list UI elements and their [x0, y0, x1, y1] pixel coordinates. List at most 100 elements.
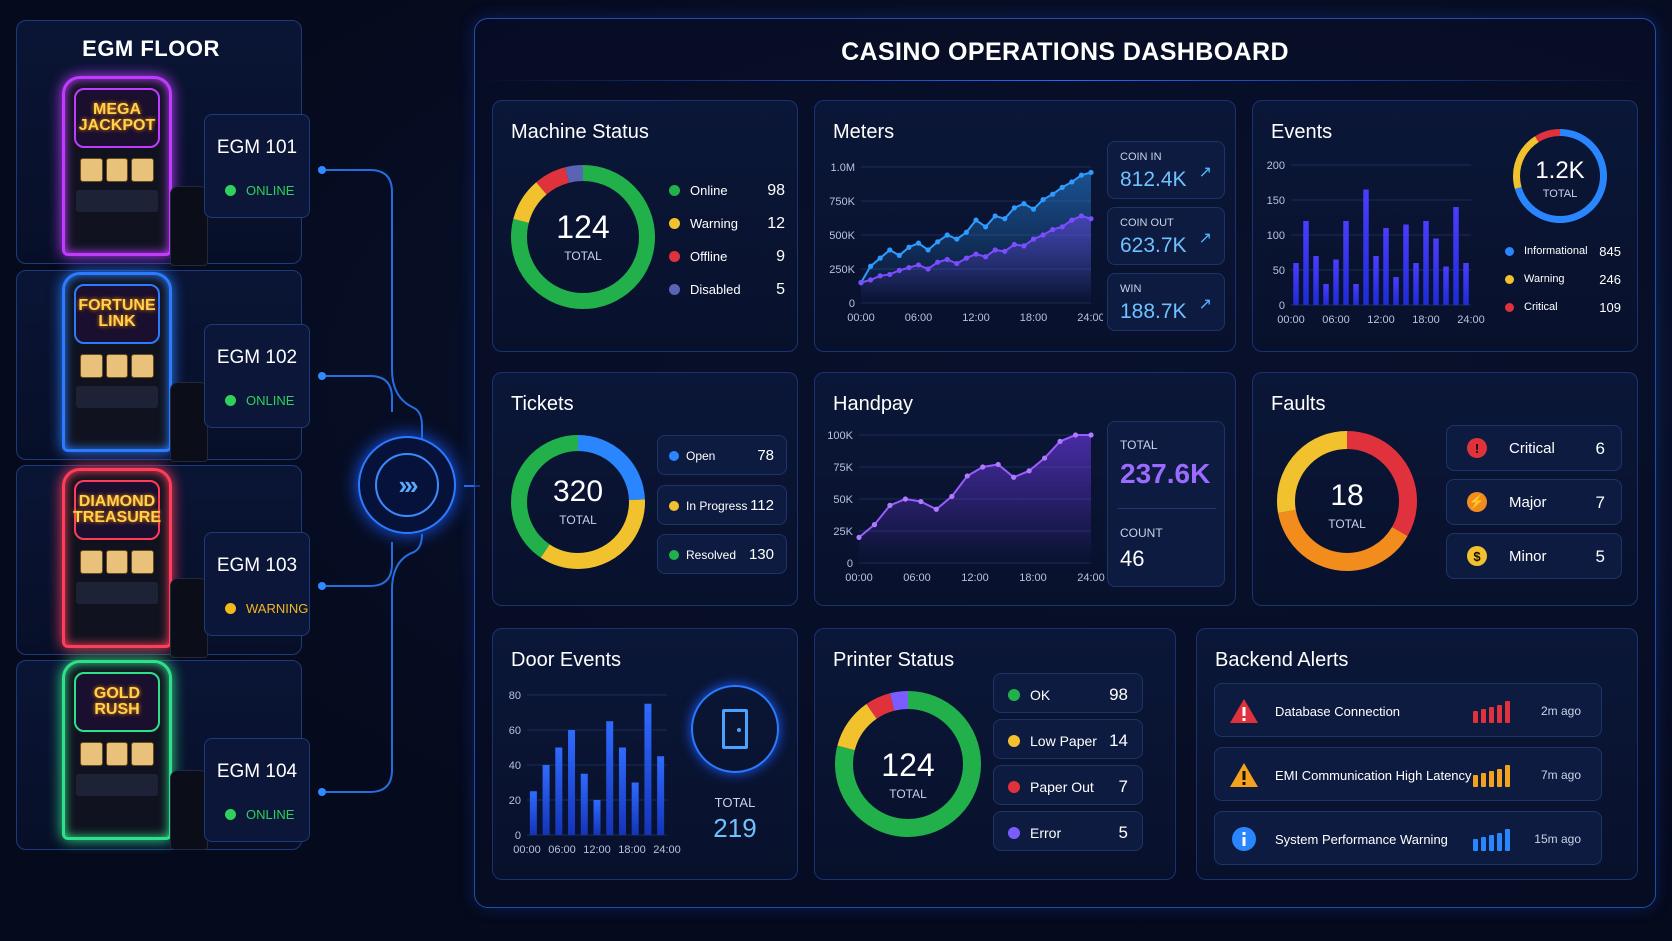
- alert-label: Database Connection: [1275, 704, 1401, 719]
- data-point: [1011, 241, 1017, 248]
- events-card[interactable]: Events 0 50 100 150 200 00:00 06:00 12:00 18:00 2…: [1252, 100, 1638, 352]
- data-point: [1002, 248, 1008, 254]
- data-point: [1078, 213, 1085, 219]
- legend-label: Informational: [1524, 245, 1588, 257]
- trend-up-icon: ↗: [1198, 230, 1212, 247]
- meter-coin-out[interactable]: COIN OUT 623.7K ↗: [1107, 207, 1225, 265]
- data-point: [1040, 232, 1046, 238]
- pill-label: In Progress: [686, 499, 748, 513]
- alert-time: 2m ago: [1540, 704, 1581, 718]
- alert-row[interactable]: System Performance Warning 15m ago: [1214, 811, 1602, 865]
- connector-lines: [318, 166, 480, 796]
- data-point: [1059, 224, 1065, 230]
- data-point: [858, 280, 864, 286]
- ticket-resolved[interactable]: Resolved 130: [657, 534, 787, 574]
- slot-machine-image-104: GOLD RUSH: [48, 650, 208, 850]
- row-value: 98: [1109, 685, 1128, 704]
- bar: [644, 703, 652, 835]
- x-tick-label: 06:00: [1322, 314, 1350, 326]
- data-point: [944, 256, 950, 263]
- tickets-card[interactable]: Tickets 320 TOTAL Open 78 In Progress 112 …: [492, 372, 798, 606]
- severity-bar: [1497, 833, 1502, 851]
- data-point: [1040, 197, 1046, 203]
- faults-card[interactable]: Faults 18 TOTAL ! Critical 6 ⚡ Major 7 $ Mino…: [1252, 372, 1638, 606]
- printer-paper-out[interactable]: Paper Out 7: [993, 765, 1143, 805]
- tickets-donut: [511, 435, 645, 569]
- egm-name: EGM 103: [216, 555, 298, 576]
- dollar-circle-icon: $: [1467, 546, 1487, 566]
- legend-dot: [1008, 781, 1020, 793]
- egm-card-104[interactable]: EGM 104 ONLINE: [204, 738, 310, 842]
- legend-dot: [669, 550, 679, 560]
- alert-label: System Performance Warning: [1275, 832, 1448, 847]
- ticket-open[interactable]: Open 78: [657, 435, 787, 475]
- printer-status-card[interactable]: Printer Status 124 TOTAL OK 98 Low Paper 1…: [814, 628, 1176, 880]
- fault-critical[interactable]: ! Critical 6: [1446, 425, 1622, 471]
- meters-card[interactable]: Meters 0 250K 500K 750K 1.0M 00:00 06:00 12:00 1…: [814, 100, 1236, 352]
- printer-error[interactable]: Error 5: [993, 811, 1143, 851]
- data-point: [887, 271, 893, 278]
- data-point: [980, 464, 986, 470]
- x-tick-label: 12:00: [583, 844, 611, 856]
- info-circle-icon: [1232, 827, 1256, 851]
- door-events-card[interactable]: Door Events 0 20 40 60 80 00:00 06:00 12:00 18:0…: [492, 628, 798, 880]
- data-point: [1072, 432, 1079, 438]
- meter-coin-in[interactable]: COIN IN 812.4K ↗: [1107, 141, 1225, 199]
- data-point: [1050, 191, 1056, 197]
- y-tick-label: 20: [509, 795, 521, 807]
- x-tick-label: 06:00: [903, 572, 931, 584]
- fault-minor[interactable]: $ Minor 5: [1446, 533, 1622, 579]
- handpay-card[interactable]: Handpay 0 25K 50K 75K 100K 00:00 06:00 12:00 18:…: [814, 372, 1236, 606]
- egm-card-102[interactable]: EGM 102 ONLINE: [204, 324, 310, 428]
- row-value: 5: [1118, 823, 1128, 842]
- egm-card-103[interactable]: EGM 103 WARNING: [204, 532, 310, 636]
- row-value: 7: [1118, 777, 1128, 796]
- bar: [1333, 259, 1339, 305]
- severity-bars: [1473, 829, 1510, 851]
- data-point: [1059, 184, 1065, 190]
- egm-card-101[interactable]: EGM 101 ONLINE: [204, 114, 310, 218]
- y-tick-label: 750K: [829, 196, 855, 208]
- row-label: OK: [1030, 687, 1051, 703]
- data-point: [1069, 179, 1075, 185]
- handpay-count: 46: [1120, 546, 1145, 571]
- row-label: Error: [1030, 825, 1062, 841]
- donut-segment: [1277, 431, 1417, 571]
- meter-label: WIN: [1120, 283, 1142, 295]
- legend-dot: [669, 251, 680, 262]
- data-point: [887, 247, 893, 253]
- donut-total: 320: [552, 475, 604, 508]
- legend-label: Warning: [690, 216, 738, 231]
- printer-ok[interactable]: OK 98: [993, 673, 1143, 713]
- machine-status-card[interactable]: Machine Status 124 TOTAL Online 98 Warnin…: [492, 100, 798, 352]
- fault-major[interactable]: ⚡ Major 7: [1446, 479, 1622, 525]
- alert-row[interactable]: EMI Communication High Latency 7m ago: [1214, 747, 1602, 801]
- data-point: [992, 213, 998, 219]
- data-point: [933, 506, 939, 512]
- x-tick-label: 06:00: [905, 312, 933, 324]
- ticket-in-progress[interactable]: In Progress 112: [657, 485, 787, 525]
- data-point: [915, 240, 922, 246]
- donut-total-label: TOTAL: [889, 787, 927, 801]
- meter-win[interactable]: WIN 188.7K ↗: [1107, 273, 1225, 331]
- slot-game-logo: GOLD RUSH: [74, 672, 160, 732]
- handpay-total: 237.6K: [1120, 458, 1211, 489]
- data-point: [871, 522, 878, 528]
- printer-low-paper[interactable]: Low Paper 14: [993, 719, 1143, 759]
- data-point: [1042, 455, 1048, 461]
- data-point: [949, 493, 955, 500]
- bar: [1293, 263, 1299, 305]
- backend-alerts-card[interactable]: Backend Alerts Database Connection 2m ag…: [1196, 628, 1638, 880]
- slot-machine-image-103: DIAMOND TREASURE: [48, 458, 208, 658]
- x-tick-label: 00:00: [847, 312, 875, 324]
- x-tick-label: 00:00: [513, 844, 541, 856]
- data-point: [1011, 205, 1017, 211]
- door-icon: [691, 685, 779, 773]
- alert-row[interactable]: Database Connection 2m ago: [1214, 683, 1602, 737]
- bar: [618, 747, 626, 835]
- legend-label: Offline: [690, 249, 728, 264]
- y-tick-label: 0: [849, 298, 855, 310]
- y-tick-label: 50K: [833, 494, 853, 506]
- x-tick-label: 18:00: [1019, 572, 1047, 584]
- legend-dot: [1505, 274, 1514, 284]
